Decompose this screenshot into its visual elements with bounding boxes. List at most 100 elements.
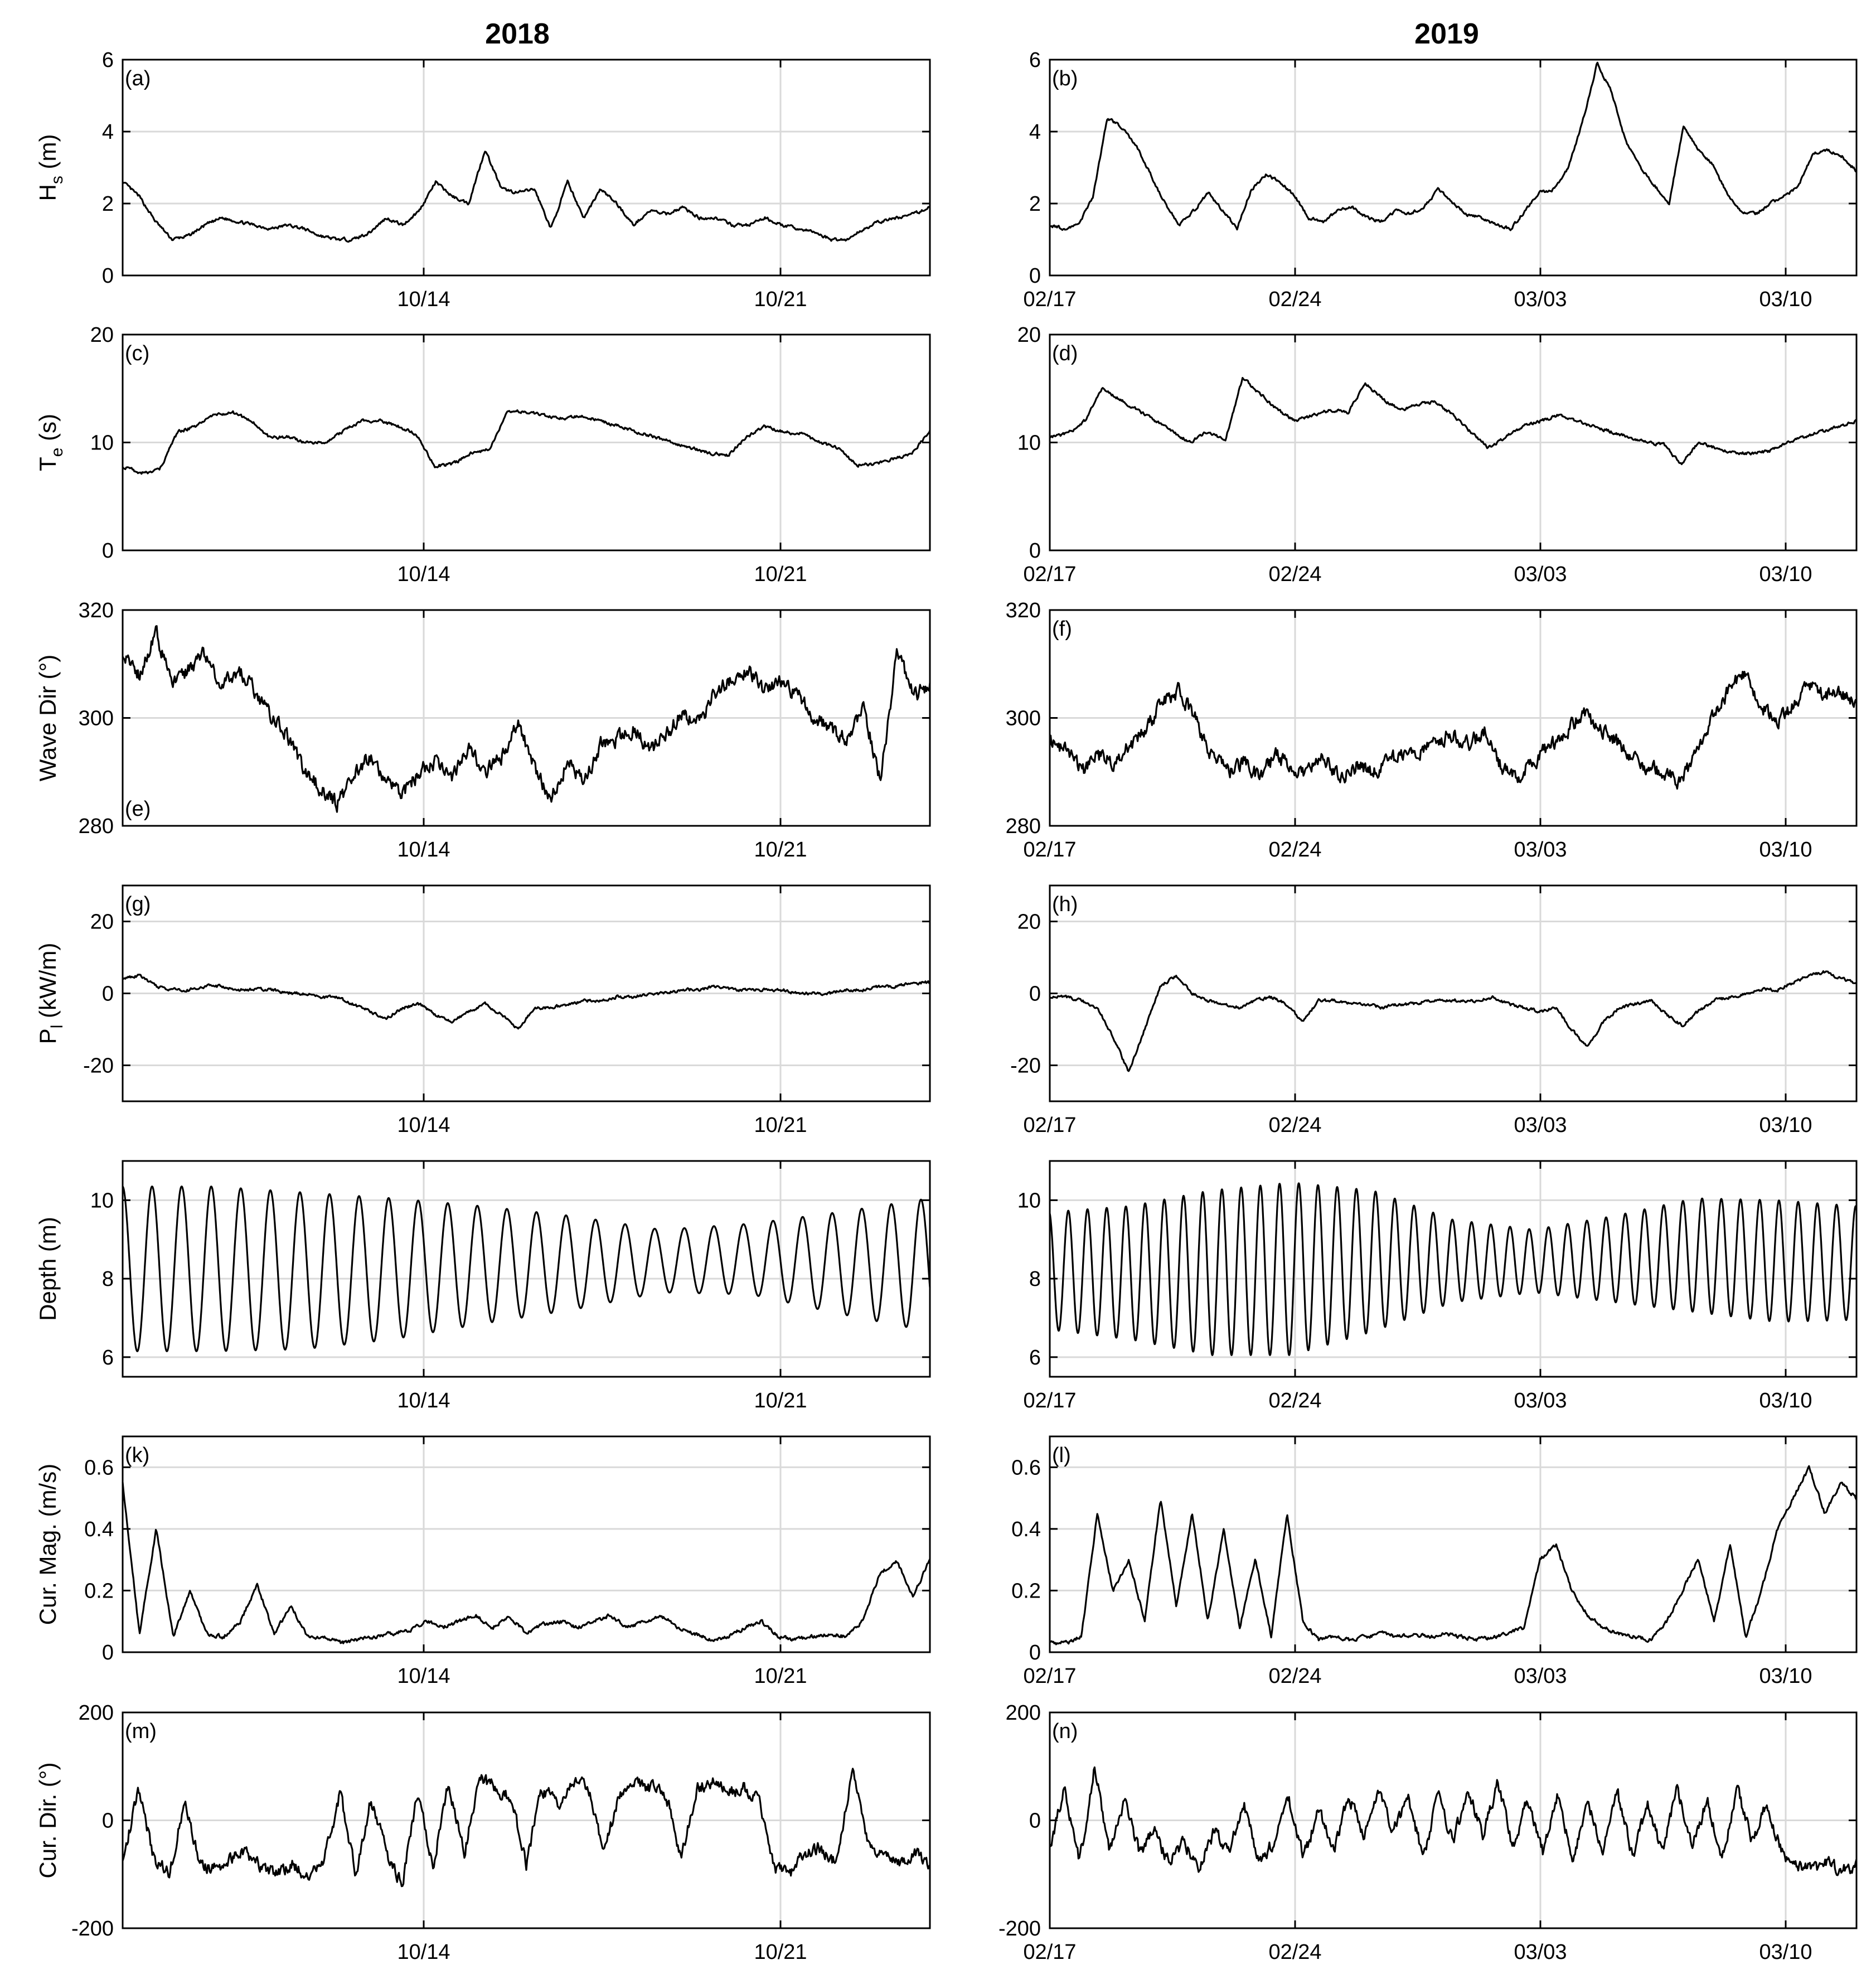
x-tick-label: 10/14 <box>397 1664 450 1688</box>
x-tick-label: 02/17 <box>1023 1664 1076 1688</box>
y-axis-label: Wave Dir (°) <box>35 655 61 782</box>
axes-frame <box>1049 59 1858 277</box>
x-tick-label: 03/03 <box>1514 1664 1567 1688</box>
axes-frame <box>122 1160 931 1378</box>
y-tick-label: 280 <box>1006 815 1041 838</box>
y-tick-label: 300 <box>79 707 114 730</box>
y-tick-label: 280 <box>79 815 114 838</box>
y-tick-label: 320 <box>1006 599 1041 622</box>
x-tick-label: 10/14 <box>397 563 450 586</box>
y-tick-label: 2 <box>1029 192 1041 216</box>
x-tick-label: 10/21 <box>754 1114 807 1137</box>
x-tick-label: 02/17 <box>1023 1941 1076 1964</box>
x-tick-label: 03/03 <box>1514 563 1567 586</box>
y-axis-label: Cur. Mag. (m/s) <box>35 1464 61 1625</box>
y-tick-label: 0.2 <box>84 1579 114 1603</box>
x-tick-label: 02/24 <box>1268 288 1321 311</box>
y-tick-label: 0 <box>102 1809 114 1833</box>
y-tick-label: -20 <box>1010 1054 1041 1078</box>
x-tick-label: 10/21 <box>754 1664 807 1688</box>
y-tick-label: 0 <box>1029 1809 1041 1833</box>
x-tick-label: 10/14 <box>397 838 450 862</box>
y-tick-label: 6 <box>102 1346 114 1370</box>
x-tick-label: 03/10 <box>1759 1664 1812 1688</box>
y-tick-label: 0 <box>102 1641 114 1664</box>
panel-label: (h) <box>1052 893 1078 916</box>
y-tick-label: 0.6 <box>1011 1456 1041 1479</box>
y-axis-label: Depth (m) <box>35 1217 61 1321</box>
column-title-2018: 2018 <box>485 18 550 50</box>
y-tick-label: 10 <box>1017 1189 1041 1212</box>
y-tick-label: 6 <box>1029 49 1041 72</box>
y-tick-label: 20 <box>1017 323 1041 347</box>
series-line <box>122 1185 931 1352</box>
panel-label: (b) <box>1052 67 1078 90</box>
series-line <box>122 625 931 813</box>
panel-label: (k) <box>125 1444 149 1467</box>
x-tick-label: 02/17 <box>1023 838 1076 862</box>
panel-label: (f) <box>1052 617 1072 641</box>
x-tick-label: 03/03 <box>1514 838 1567 862</box>
y-tick-label: 0.2 <box>1011 1579 1041 1603</box>
x-tick-label: 03/10 <box>1759 288 1812 311</box>
x-tick-label: 03/10 <box>1759 838 1812 862</box>
x-tick-label: 03/10 <box>1759 563 1812 586</box>
y-tick-label: 6 <box>102 49 114 72</box>
panel-c: 0 10 20 10/14 10/21 (c) Te (s) <box>35 323 931 586</box>
x-tick-label: 03/10 <box>1759 1941 1812 1964</box>
series-line <box>122 1768 931 1888</box>
x-tick-label: 03/10 <box>1759 1114 1812 1137</box>
series-line <box>1049 61 1857 231</box>
y-tick-label: 0.4 <box>1011 1518 1041 1541</box>
y-tick-label: 0 <box>1029 539 1041 563</box>
x-tick-label: 10/21 <box>754 838 807 862</box>
x-tick-label: 10/21 <box>754 288 807 311</box>
panel-label: (d) <box>1052 342 1078 365</box>
panel-j: 6 8 10 02/17 02/24 03/03 03/10 <box>1017 1160 1858 1412</box>
x-tick-label: 03/03 <box>1514 1941 1567 1964</box>
x-tick-label: 02/24 <box>1268 1114 1321 1137</box>
series-line <box>1049 377 1857 466</box>
y-tick-label: 10 <box>90 432 114 455</box>
x-tick-label: 02/24 <box>1268 1941 1321 1964</box>
y-tick-label: 0 <box>102 983 114 1006</box>
panel-label: (n) <box>1052 1720 1078 1743</box>
x-tick-label: 03/03 <box>1514 288 1567 311</box>
x-tick-label: 03/03 <box>1514 1114 1567 1137</box>
panel-label: (l) <box>1052 1444 1071 1467</box>
x-tick-label: 02/17 <box>1023 288 1076 311</box>
y-tick-label: 300 <box>1006 707 1041 730</box>
y-tick-label: 0 <box>1029 264 1041 288</box>
panel-l: 0 0.2 0.4 0.6 02/17 02/24 03/03 03/10 (l) <box>1011 1435 1858 1688</box>
y-tick-label: 2 <box>102 192 114 216</box>
x-tick-label: 10/14 <box>397 1389 450 1412</box>
y-tick-label: -200 <box>998 1917 1041 1941</box>
y-tick-label: 0 <box>102 264 114 288</box>
y-axis-label: Hs (m) <box>35 134 66 201</box>
y-tick-label: 10 <box>1017 432 1041 455</box>
y-tick-label: 4 <box>1029 120 1041 144</box>
x-tick-label: 10/21 <box>754 1389 807 1412</box>
x-tick-label: 10/21 <box>754 1941 807 1964</box>
y-tick-label: 0 <box>1029 983 1041 1006</box>
series-line <box>1049 671 1858 790</box>
series-line <box>1049 1182 1858 1356</box>
panel-d: 0 10 20 02/17 02/24 03/03 03/10 (d) <box>1017 323 1858 586</box>
panel-m: -200 0 200 10/14 10/21 (m) Cur. Dir. (°) <box>35 1701 931 1964</box>
y-tick-label: 0.4 <box>84 1518 114 1541</box>
x-tick-label: 03/10 <box>1759 1389 1812 1412</box>
panel-i: 6 8 10 10/14 10/21 Depth (m) <box>35 1160 931 1412</box>
x-tick-label: 10/14 <box>397 1941 450 1964</box>
series-line <box>122 1482 931 1644</box>
x-tick-label: 02/17 <box>1023 563 1076 586</box>
x-tick-label: 02/24 <box>1268 1389 1321 1412</box>
series-line <box>122 409 931 475</box>
axes-frame <box>122 59 931 277</box>
x-tick-label: 02/24 <box>1268 838 1321 862</box>
panel-label: (g) <box>125 893 151 916</box>
y-tick-label: 0.6 <box>84 1456 114 1479</box>
x-tick-label: 02/24 <box>1268 1664 1321 1688</box>
y-tick-label: 200 <box>79 1701 114 1725</box>
panel-g: -20 0 20 10/14 10/21 (g) Pl (kW/m) <box>35 884 931 1137</box>
x-tick-label: 02/24 <box>1268 563 1321 586</box>
